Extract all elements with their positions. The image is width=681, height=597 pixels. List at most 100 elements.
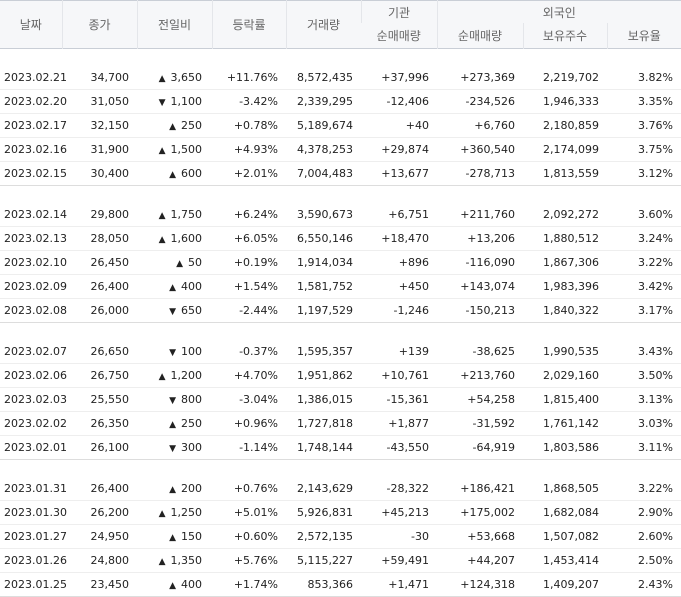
- cell-close: 26,000: [62, 298, 137, 323]
- cell-date: 2023.02.21: [0, 66, 67, 90]
- cell-change-value: 1,200: [170, 369, 203, 382]
- group-spacer: [0, 323, 681, 341]
- cell-inst-net: +896: [361, 250, 437, 275]
- table-row: 2023.02.08 26,000 ▼ 650 -2.44% 1,197,529 -1,24…: [0, 298, 681, 323]
- cell-change-value: 650: [181, 304, 202, 317]
- cell-volume: 1,951,862: [286, 363, 361, 388]
- triangle-down-icon: ▼: [158, 98, 166, 108]
- cell-inst-net: +45,213: [361, 500, 437, 525]
- cell-close: 26,750: [62, 363, 137, 388]
- cell-rate: +4.70%: [212, 363, 286, 388]
- daily-trading-body: 2023.02.21 34,700 ▲ 3,650 +11.76% 8,572,435 +3…: [0, 49, 681, 597]
- cell-close: 23,450: [62, 572, 137, 597]
- table-header: 날짜 종가 전일비 등락률 거래량 기관 외국인 순매매량 순매매량 보유주수 …: [0, 0, 681, 49]
- cell-rate: +0.60%: [212, 524, 286, 549]
- cell-rate: +6.05%: [212, 226, 286, 251]
- cell-date: 2023.02.09: [0, 274, 67, 299]
- cell-change: ▲ 250: [137, 113, 212, 138]
- cell-rate: -1.14%: [212, 435, 286, 460]
- cell-change-value: 200: [181, 482, 202, 495]
- cell-date: 2023.01.25: [0, 572, 67, 597]
- cell-foreign-holdings: 1,409,207: [523, 572, 607, 597]
- cell-change: ▲ 150: [137, 524, 212, 549]
- cell-inst-net: +37,996: [361, 66, 437, 90]
- cell-inst-net: +59,491: [361, 548, 437, 573]
- cell-foreign-holdings: 1,813,559: [523, 161, 607, 186]
- cell-foreign-ratio: 3.42%: [607, 274, 681, 299]
- cell-foreign-net: -31,592: [437, 411, 523, 436]
- cell-close: 31,050: [62, 89, 137, 114]
- cell-foreign-net: +124,318: [437, 572, 523, 597]
- triangle-up-icon: ▲: [169, 581, 176, 591]
- cell-volume: 1,595,357: [286, 340, 361, 364]
- cell-rate: +0.19%: [212, 250, 286, 275]
- table-row: 2023.02.15 30,400 ▲ 600 +2.01% 7,004,483 +13,6…: [0, 161, 681, 186]
- cell-inst-net: -43,550: [361, 435, 437, 460]
- cell-close: 25,550: [62, 387, 137, 412]
- cell-change: ▼ 100: [137, 340, 212, 364]
- cell-change-value: 250: [181, 417, 202, 430]
- cell-foreign-holdings: 2,219,702: [523, 66, 607, 90]
- table-row: 2023.02.07 26,650 ▼ 100 -0.37% 1,595,357 +139-…: [0, 340, 681, 364]
- row-group: 2023.02.14 29,800 ▲ 1,750 +6.24% 3,590,673 +6,…: [0, 203, 681, 323]
- cell-foreign-holdings: 1,880,512: [523, 226, 607, 251]
- cell-volume: 2,143,629: [286, 477, 361, 501]
- cell-change: ▲ 1,350: [137, 548, 212, 573]
- cell-inst-net: -1,246: [361, 298, 437, 323]
- triangle-down-icon: ▼: [169, 348, 176, 358]
- cell-foreign-ratio: 3.03%: [607, 411, 681, 436]
- cell-foreign-ratio: 2.43%: [607, 572, 681, 597]
- cell-foreign-net: +143,074: [437, 274, 523, 299]
- group-spacer: [0, 49, 681, 66]
- cell-volume: 1,727,818: [286, 411, 361, 436]
- cell-change-value: 100: [181, 345, 202, 358]
- cell-close: 28,050: [62, 226, 137, 251]
- cell-volume: 1,748,144: [286, 435, 361, 460]
- cell-change-value: 400: [181, 280, 202, 293]
- cell-change-value: 250: [181, 119, 202, 132]
- cell-inst-net: +18,470: [361, 226, 437, 251]
- triangle-up-icon: ▲: [158, 372, 166, 382]
- cell-date: 2023.02.08: [0, 298, 67, 323]
- cell-inst-net: +40: [361, 113, 437, 138]
- cell-date: 2023.02.13: [0, 226, 67, 251]
- cell-date: 2023.02.03: [0, 387, 67, 412]
- cell-change: ▼ 800: [137, 387, 212, 412]
- cell-rate: +1.54%: [212, 274, 286, 299]
- cell-inst-net: +1,471: [361, 572, 437, 597]
- cell-foreign-net: +211,760: [437, 203, 523, 227]
- cell-foreign-net: -278,713: [437, 161, 523, 186]
- group-spacer: [0, 186, 681, 204]
- cell-change-value: 1,600: [170, 232, 203, 245]
- cell-foreign-holdings: 2,029,160: [523, 363, 607, 388]
- cell-foreign-net: +6,760: [437, 113, 523, 138]
- cell-volume: 8,572,435: [286, 66, 361, 90]
- table-row: 2023.01.30 26,200 ▲ 1,250 +5.01% 5,926,831 +45…: [0, 500, 681, 525]
- cell-rate: -3.42%: [212, 89, 286, 114]
- row-group: 2023.02.21 34,700 ▲ 3,650 +11.76% 8,572,435 +3…: [0, 66, 681, 186]
- cell-date: 2023.01.27: [0, 524, 67, 549]
- cell-volume: 1,197,529: [286, 298, 361, 323]
- cell-foreign-net: +54,258: [437, 387, 523, 412]
- cell-close: 26,350: [62, 411, 137, 436]
- triangle-up-icon: ▲: [158, 211, 166, 221]
- cell-close: 24,950: [62, 524, 137, 549]
- cell-change: ▲ 400: [137, 572, 212, 597]
- cell-change-value: 1,250: [170, 506, 203, 519]
- cell-close: 24,800: [62, 548, 137, 573]
- group-spacer: [0, 460, 681, 478]
- cell-inst-net: +10,761: [361, 363, 437, 388]
- cell-change: ▲ 400: [137, 274, 212, 299]
- cell-change: ▲ 600: [137, 161, 212, 186]
- cell-date: 2023.02.07: [0, 340, 67, 364]
- cell-change: ▼ 650: [137, 298, 212, 323]
- cell-volume: 5,189,674: [286, 113, 361, 138]
- cell-date: 2023.02.20: [0, 89, 67, 114]
- cell-inst-net: -28,322: [361, 477, 437, 501]
- row-group: 2023.02.07 26,650 ▼ 100 -0.37% 1,595,357 +139-…: [0, 340, 681, 460]
- header-foreign-ratio: 보유율: [606, 23, 681, 49]
- cell-volume: 4,378,253: [286, 137, 361, 162]
- cell-date: 2023.02.16: [0, 137, 67, 162]
- cell-change: ▲ 1,600: [137, 226, 212, 251]
- cell-foreign-holdings: 1,867,306: [523, 250, 607, 275]
